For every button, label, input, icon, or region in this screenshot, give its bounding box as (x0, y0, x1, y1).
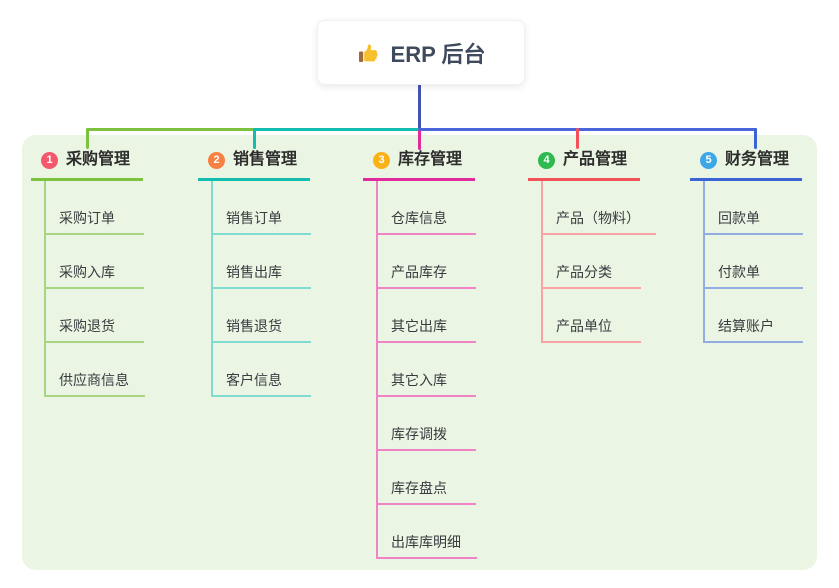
branch-label: 产品管理 (563, 151, 628, 168)
node-item[interactable]: 客户信息 (213, 343, 311, 397)
node-item[interactable]: 销售出库 (213, 235, 311, 289)
branch-header-inventory[interactable]: 3 库存管理 (363, 148, 476, 181)
branch-label: 销售管理 (233, 151, 298, 168)
node-item[interactable]: 采购退货 (46, 289, 144, 343)
node-item[interactable]: 销售退货 (213, 289, 311, 343)
root-node[interactable]: ERP 后台 (317, 20, 525, 85)
branch-items: 产品（物料） 产品分类 产品单位 (541, 181, 656, 343)
branch-number-badge: 1 (41, 151, 58, 169)
branch-items: 仓库信息 产品库存 其它出库 其它入库 库存调拨 库存盘点 出库库明细 (376, 181, 477, 559)
node-item[interactable]: 销售订单 (213, 181, 311, 235)
branch-purchase: 1 采购管理 采购订单 采购入库 采购退货 供应商信息 (31, 148, 145, 397)
connector-drop-inventory (418, 130, 421, 150)
branch-number-badge: 5 (700, 151, 717, 169)
node-item[interactable]: 产品单位 (543, 289, 641, 343)
mindmap-canvas (22, 135, 817, 570)
node-item[interactable]: 采购订单 (46, 181, 144, 235)
node-item[interactable]: 回款单 (705, 181, 803, 235)
node-item[interactable]: 付款单 (705, 235, 803, 289)
node-item[interactable]: 产品（物料） (543, 181, 656, 235)
node-item[interactable]: 仓库信息 (378, 181, 476, 235)
branch-header-purchase[interactable]: 1 采购管理 (31, 148, 144, 181)
branch-items: 销售订单 销售出库 销售退货 客户信息 (211, 181, 311, 397)
branch-header-finance[interactable]: 5 财务管理 (690, 148, 803, 181)
connector-segment-purchase (86, 128, 256, 131)
branch-label: 财务管理 (725, 151, 790, 168)
branch-number-badge: 4 (538, 151, 555, 169)
node-item[interactable]: 供应商信息 (46, 343, 145, 397)
root-node-label: ERP 后台 (390, 41, 486, 67)
connector-drop-product (576, 128, 579, 149)
branch-items: 采购订单 采购入库 采购退货 供应商信息 (44, 181, 145, 397)
branch-number-badge: 2 (208, 151, 225, 169)
branch-sales: 2 销售管理 销售订单 销售出库 销售退货 客户信息 (198, 148, 311, 397)
branch-inventory: 3 库存管理 仓库信息 产品库存 其它出库 其它入库 库存调拨 库存盘点 出库库… (363, 148, 477, 559)
branch-label: 库存管理 (398, 151, 463, 168)
node-item[interactable]: 其它出库 (378, 289, 476, 343)
node-item[interactable]: 产品库存 (378, 235, 476, 289)
branch-header-sales[interactable]: 2 销售管理 (198, 148, 311, 181)
node-item[interactable]: 出库库明细 (378, 505, 477, 559)
branch-number-badge: 3 (373, 151, 390, 169)
branch-finance: 5 财务管理 回款单 付款单 结算账户 (690, 148, 803, 343)
connector-segment-sales (253, 128, 420, 131)
branch-header-product[interactable]: 4 产品管理 (528, 148, 641, 181)
node-item[interactable]: 其它入库 (378, 343, 476, 397)
node-item[interactable]: 采购入库 (46, 235, 144, 289)
branch-items: 回款单 付款单 结算账户 (703, 181, 803, 343)
node-item[interactable]: 产品分类 (543, 235, 641, 289)
node-item[interactable]: 库存调拨 (378, 397, 476, 451)
root-connector-line (418, 83, 421, 130)
connector-segment-right (418, 128, 757, 131)
node-item[interactable]: 结算账户 (705, 289, 803, 343)
branch-product: 4 产品管理 产品（物料） 产品分类 产品单位 (528, 148, 656, 343)
connector-drop-finance (754, 128, 757, 149)
branch-label: 采购管理 (66, 151, 131, 168)
thumbs-up-icon (357, 41, 381, 65)
node-item[interactable]: 库存盘点 (378, 451, 476, 505)
connector-drop-purchase (86, 128, 89, 149)
connector-drop-sales (253, 128, 256, 149)
